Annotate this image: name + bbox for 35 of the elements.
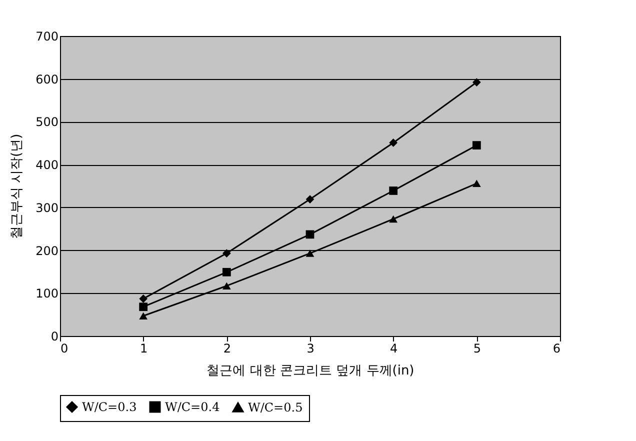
point [306,195,314,204]
x-tick-label: 2 [223,342,231,356]
point [222,282,231,290]
y-tick-label: 500 [36,115,58,130]
point [139,312,148,320]
x-tick-label: 0 [60,342,68,356]
y-tick-label: 300 [36,200,58,215]
point [139,302,148,312]
y-tick-label: 600 [36,72,58,86]
x-tick-label: 4 [390,342,398,356]
y-axis-title: 철근부식 시작(년) [10,134,25,240]
x-tick-label: 1 [140,342,148,356]
x-axis-title: 철근에 대한 콘크리트 덮개 두께(in) [206,364,414,378]
point [389,138,398,147]
point [306,250,314,257]
x-tick-label: 3 [306,342,314,356]
point [472,78,481,86]
y-tick-label: 0 [50,330,58,344]
point [389,215,398,223]
point [389,186,398,195]
y-tick-label: 700 [36,30,58,44]
y-tick-label: 200 [36,244,58,258]
point [472,141,481,150]
x-tick-label: 5 [473,342,481,356]
point [222,249,231,258]
point [472,180,481,188]
point [306,230,314,239]
legend-label: W/C=0.5 [248,400,303,414]
point [222,268,231,276]
point [139,294,148,303]
legend-label: W/C=0.4 [165,400,220,414]
x-tick-label: 6 [552,342,560,356]
y-tick-label: 100 [36,286,58,301]
legend-label: W/C=0.3 [82,400,137,414]
y-tick-label: 400 [36,158,58,172]
